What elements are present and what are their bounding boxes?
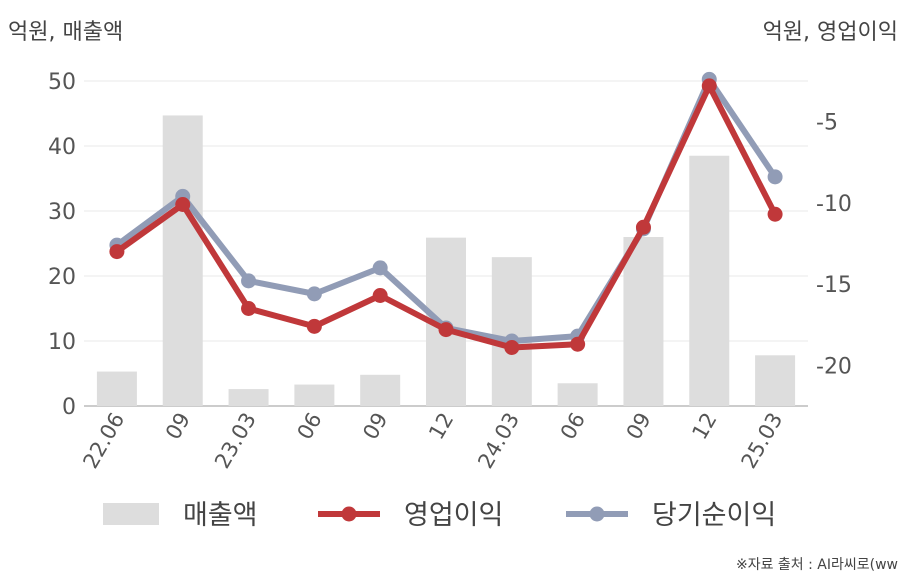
operating-point: [504, 340, 520, 355]
x-tick-label: 09: [358, 409, 392, 444]
right-tick-label: -20: [816, 354, 852, 379]
right-axis-unit-label: 억원, 영업이익: [762, 20, 898, 45]
legend-swatch-revenue: [103, 503, 159, 525]
net-point: [767, 169, 783, 185]
right-tick-label: -10: [816, 192, 852, 217]
revenue-bar: [491, 257, 532, 406]
operating-point: [241, 301, 257, 316]
legend-marker-operating: [341, 506, 357, 522]
x-axis-ticks: 22.06 09 23.03 06 09 12 24.03 06 09 12 25.03: [78, 409, 787, 473]
line-series: [109, 71, 783, 355]
operating-point: [767, 206, 783, 222]
left-axis-unit-label: 억원, 매출액: [8, 20, 124, 45]
x-tick-label: 09: [622, 409, 656, 444]
x-tick-label: 23.03: [210, 409, 261, 473]
left-tick-label: 0: [62, 395, 76, 420]
revenue-bar: [360, 374, 401, 406]
operating-point: [635, 219, 651, 235]
legend-marker-net: [589, 506, 605, 522]
net-point: [241, 273, 257, 289]
revenue-bar: [623, 237, 664, 406]
revenue-bar: [689, 155, 730, 406]
bars-revenue: [96, 115, 796, 406]
revenue-bar: [557, 383, 598, 406]
operating-point: [306, 318, 322, 334]
left-axis-ticks: 0 10 20 30 40 50: [48, 70, 76, 420]
x-tick-label: 06: [293, 409, 327, 444]
operating-point: [438, 322, 454, 338]
legend-label-operating: 영업이익: [404, 500, 503, 531]
operating-point: [175, 197, 191, 212]
net-point: [306, 286, 322, 302]
operating-point: [372, 288, 388, 303]
legend-label-revenue: 매출액: [183, 500, 258, 531]
source-note: ※자료 출처 : AI라씨로(ww: [735, 557, 898, 573]
right-axis-ticks: -20 -15 -10 -5: [816, 111, 852, 380]
revenue-bar: [755, 355, 796, 406]
revenue-bar: [228, 389, 269, 406]
net-point: [372, 260, 388, 276]
left-tick-label: 20: [48, 265, 76, 290]
operating-point: [109, 244, 125, 260]
left-tick-label: 30: [48, 200, 76, 225]
revenue-bar: [96, 371, 137, 406]
operating-point: [701, 78, 717, 94]
revenue-bar: [162, 115, 203, 406]
legend-label-net: 당기순이익: [652, 500, 776, 531]
x-tick-label: 24.03: [473, 409, 524, 473]
x-tick-label: 12: [424, 409, 458, 444]
right-tick-label: -5: [816, 111, 838, 136]
x-tick-label: 25.03: [737, 409, 788, 473]
right-tick-label: -15: [816, 273, 852, 298]
x-tick-label: 09: [161, 409, 195, 444]
x-tick-label: 22.06: [78, 409, 129, 473]
revenue-bar: [294, 384, 335, 406]
legend: 매출액 영업이익 당기순이익: [103, 500, 776, 531]
x-tick-label: 06: [556, 409, 590, 444]
left-tick-label: 50: [48, 70, 76, 95]
left-tick-label: 10: [48, 330, 76, 355]
operating-point: [570, 336, 586, 352]
left-tick-label: 40: [48, 135, 76, 160]
x-tick-label: 12: [687, 409, 721, 444]
